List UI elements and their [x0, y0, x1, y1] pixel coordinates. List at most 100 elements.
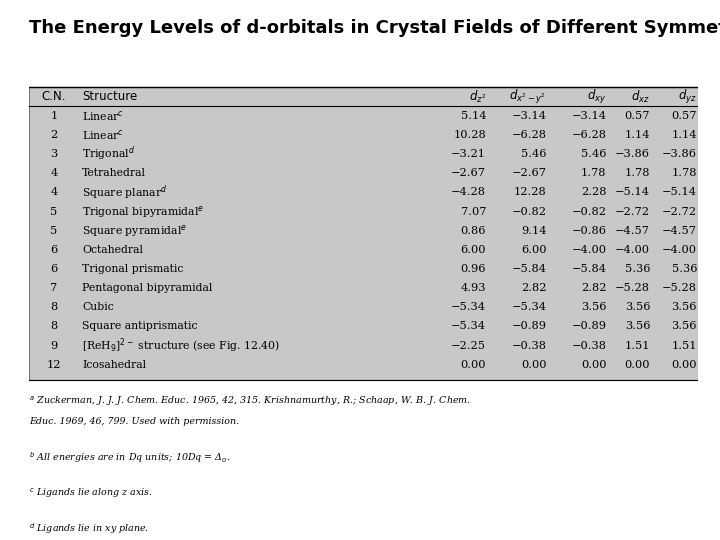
- Text: 0.96: 0.96: [461, 264, 486, 274]
- Text: 7.07: 7.07: [461, 206, 486, 217]
- Text: −3.21: −3.21: [451, 149, 486, 159]
- Text: 2.82: 2.82: [521, 283, 546, 293]
- Text: 1.51: 1.51: [625, 341, 650, 350]
- Text: 0.00: 0.00: [581, 360, 607, 370]
- Text: −0.89: −0.89: [511, 321, 546, 332]
- Text: 6.00: 6.00: [521, 245, 546, 255]
- Text: 3.56: 3.56: [581, 302, 607, 312]
- Text: C.N.: C.N.: [42, 90, 66, 103]
- Text: −5.34: −5.34: [451, 302, 486, 312]
- Text: 0.00: 0.00: [521, 360, 546, 370]
- Text: −0.38: −0.38: [511, 341, 546, 350]
- Text: Linear$^c$: Linear$^c$: [82, 128, 125, 142]
- Text: Structure: Structure: [82, 90, 138, 103]
- Text: 4: 4: [50, 168, 58, 178]
- Text: 4: 4: [50, 187, 58, 198]
- Text: −4.57: −4.57: [615, 226, 650, 235]
- Text: −5.28: −5.28: [662, 283, 697, 293]
- Text: −4.57: −4.57: [662, 226, 697, 235]
- Text: $d_{yz}$: $d_{yz}$: [678, 87, 697, 106]
- Text: Square pyramidal$^e$: Square pyramidal$^e$: [82, 222, 187, 239]
- Text: 8: 8: [50, 321, 58, 332]
- Text: 5.36: 5.36: [672, 264, 697, 274]
- Text: Square planar$^d$: Square planar$^d$: [82, 183, 168, 201]
- Text: $^b$ All energies are in Dq units; 10Dq = Δ$_o$.: $^b$ All energies are in Dq units; 10Dq …: [29, 450, 230, 465]
- Text: −2.67: −2.67: [511, 168, 546, 178]
- Text: 3.56: 3.56: [625, 321, 650, 332]
- Text: 0.57: 0.57: [625, 111, 650, 121]
- Text: −3.14: −3.14: [511, 111, 546, 121]
- Text: 4.93: 4.93: [461, 283, 486, 293]
- Text: 10.28: 10.28: [454, 130, 486, 140]
- Text: 8: 8: [50, 302, 58, 312]
- Text: 6.00: 6.00: [461, 245, 486, 255]
- Text: −0.82: −0.82: [511, 206, 546, 217]
- Text: −5.14: −5.14: [615, 187, 650, 198]
- Text: Linear$^c$: Linear$^c$: [82, 109, 125, 123]
- Text: 12: 12: [47, 360, 61, 370]
- Text: Cubic: Cubic: [82, 302, 114, 312]
- Text: $^a$ Zuckerman, J. J. J. Chem. Educ. 1965, 42, 315. Krishnamurthy, R.; Schaap, W: $^a$ Zuckerman, J. J. J. Chem. Educ. 196…: [29, 394, 471, 408]
- Text: 5.46: 5.46: [521, 149, 546, 159]
- Text: 12.28: 12.28: [513, 187, 546, 198]
- Text: $d_{z^2}$: $d_{z^2}$: [469, 89, 486, 105]
- Text: −5.84: −5.84: [572, 264, 607, 274]
- Text: 1.78: 1.78: [581, 168, 607, 178]
- Text: $^d$ Ligands lie in xy plane.: $^d$ Ligands lie in xy plane.: [29, 521, 149, 536]
- Text: Trigonal$^d$: Trigonal$^d$: [82, 145, 136, 164]
- Text: −3.86: −3.86: [615, 149, 650, 159]
- Text: 9: 9: [50, 341, 58, 350]
- Text: 1.78: 1.78: [672, 168, 697, 178]
- Text: Trigonal prismatic: Trigonal prismatic: [82, 264, 184, 274]
- Text: 1.51: 1.51: [672, 341, 697, 350]
- Text: −2.67: −2.67: [451, 168, 486, 178]
- Text: Octahedral: Octahedral: [82, 245, 143, 255]
- Text: Trigonal bipyramidal$^e$: Trigonal bipyramidal$^e$: [82, 204, 204, 220]
- Text: −4.28: −4.28: [451, 187, 486, 198]
- Text: 3.56: 3.56: [672, 302, 697, 312]
- Text: −2.72: −2.72: [615, 206, 650, 217]
- Text: 2.82: 2.82: [581, 283, 607, 293]
- Text: 1: 1: [50, 111, 58, 121]
- Text: −2.72: −2.72: [662, 206, 697, 217]
- Text: Pentagonal bipyramidal: Pentagonal bipyramidal: [82, 283, 212, 293]
- Text: −0.89: −0.89: [572, 321, 607, 332]
- Text: 5.36: 5.36: [625, 264, 650, 274]
- Text: −2.25: −2.25: [451, 341, 486, 350]
- Text: 7: 7: [50, 283, 58, 293]
- Text: [ReH$_9$]$^{2-}$ structure (see Fig. 12.40): [ReH$_9$]$^{2-}$ structure (see Fig. 12.…: [82, 336, 281, 355]
- Text: The Energy Levels of d-orbitals in Crystal Fields of Different Symmetries: The Energy Levels of d-orbitals in Cryst…: [29, 19, 720, 37]
- Text: 1.14: 1.14: [672, 130, 697, 140]
- Text: −0.86: −0.86: [572, 226, 607, 235]
- Text: 5: 5: [50, 226, 58, 235]
- Text: 3: 3: [50, 149, 58, 159]
- Text: $d_{x^2-y^2}$: $d_{x^2-y^2}$: [509, 87, 546, 106]
- Text: 0.00: 0.00: [672, 360, 697, 370]
- Text: −3.86: −3.86: [662, 149, 697, 159]
- Text: Square antiprismatic: Square antiprismatic: [82, 321, 198, 332]
- Text: −4.00: −4.00: [572, 245, 607, 255]
- Text: 5.46: 5.46: [581, 149, 607, 159]
- Text: 3.56: 3.56: [672, 321, 697, 332]
- Text: 5.14: 5.14: [461, 111, 486, 121]
- Text: −4.00: −4.00: [615, 245, 650, 255]
- Text: −6.28: −6.28: [511, 130, 546, 140]
- Text: −6.28: −6.28: [572, 130, 607, 140]
- Text: 0.00: 0.00: [461, 360, 486, 370]
- Text: 2.28: 2.28: [581, 187, 607, 198]
- Text: $d_{xy}$: $d_{xy}$: [588, 87, 607, 106]
- Text: 0.00: 0.00: [625, 360, 650, 370]
- Text: −5.14: −5.14: [662, 187, 697, 198]
- Text: Educ. 1969, 46, 799. Used with permission.: Educ. 1969, 46, 799. Used with permissio…: [29, 417, 239, 426]
- Text: Icosahedral: Icosahedral: [82, 360, 146, 370]
- Text: 2: 2: [50, 130, 58, 140]
- Text: −5.28: −5.28: [615, 283, 650, 293]
- Text: 6: 6: [50, 264, 58, 274]
- Text: −5.34: −5.34: [451, 321, 486, 332]
- Text: 9.14: 9.14: [521, 226, 546, 235]
- FancyBboxPatch shape: [29, 87, 698, 380]
- Text: −5.34: −5.34: [511, 302, 546, 312]
- Text: $^c$ Ligands lie along z axis.: $^c$ Ligands lie along z axis.: [29, 486, 153, 500]
- Text: 1.14: 1.14: [625, 130, 650, 140]
- Text: 5: 5: [50, 206, 58, 217]
